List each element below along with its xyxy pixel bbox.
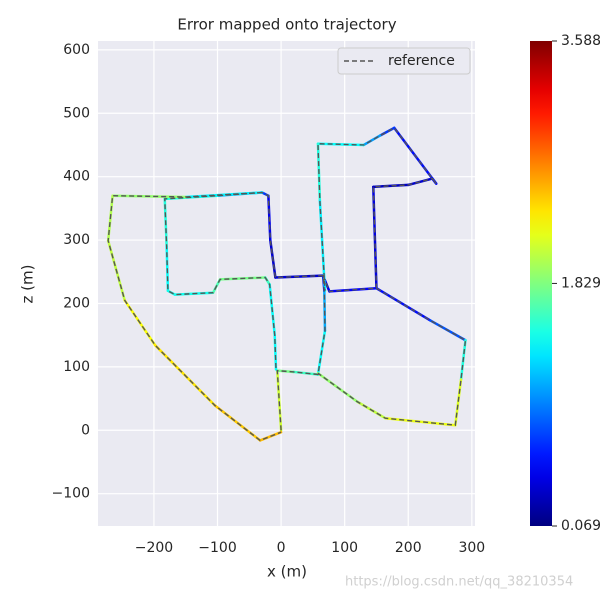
x-tick-label: 200 [395,540,422,556]
plot-area [98,41,475,526]
y-axis-label: z (m) [19,265,37,304]
x-tick-label: 0 [277,540,286,556]
error-segment [316,142,365,147]
x-tick-label: 100 [331,540,358,556]
y-tick-label: −100 [52,486,90,502]
colorbar-tick-label: 1.829 [561,275,600,291]
reference-line [107,126,467,442]
y-tick-label: 200 [63,295,90,311]
legend-label: reference [388,53,455,69]
chart-title: Error mapped onto trajectory [177,16,396,34]
y-tick-label: 300 [63,232,90,248]
y-tick-label: 400 [63,169,90,185]
x-axis-label: x (m) [267,563,307,581]
x-tick-label: 300 [458,540,485,556]
watermark: https://blog.csdn.net/qq_38210354 [345,575,573,590]
colorbar-tick-label: 0.069 [561,518,600,534]
legend-box [337,47,471,75]
y-tick-label: 0 [81,422,90,438]
y-tick-label: 600 [63,42,90,58]
colorbar-tick-label: 3.588 [561,33,600,49]
x-tick-label: −100 [198,540,236,556]
x-tick-label: −200 [135,540,173,556]
y-tick-label: 500 [63,105,90,121]
y-tick-label: 100 [63,359,90,375]
colorbar [530,41,552,526]
